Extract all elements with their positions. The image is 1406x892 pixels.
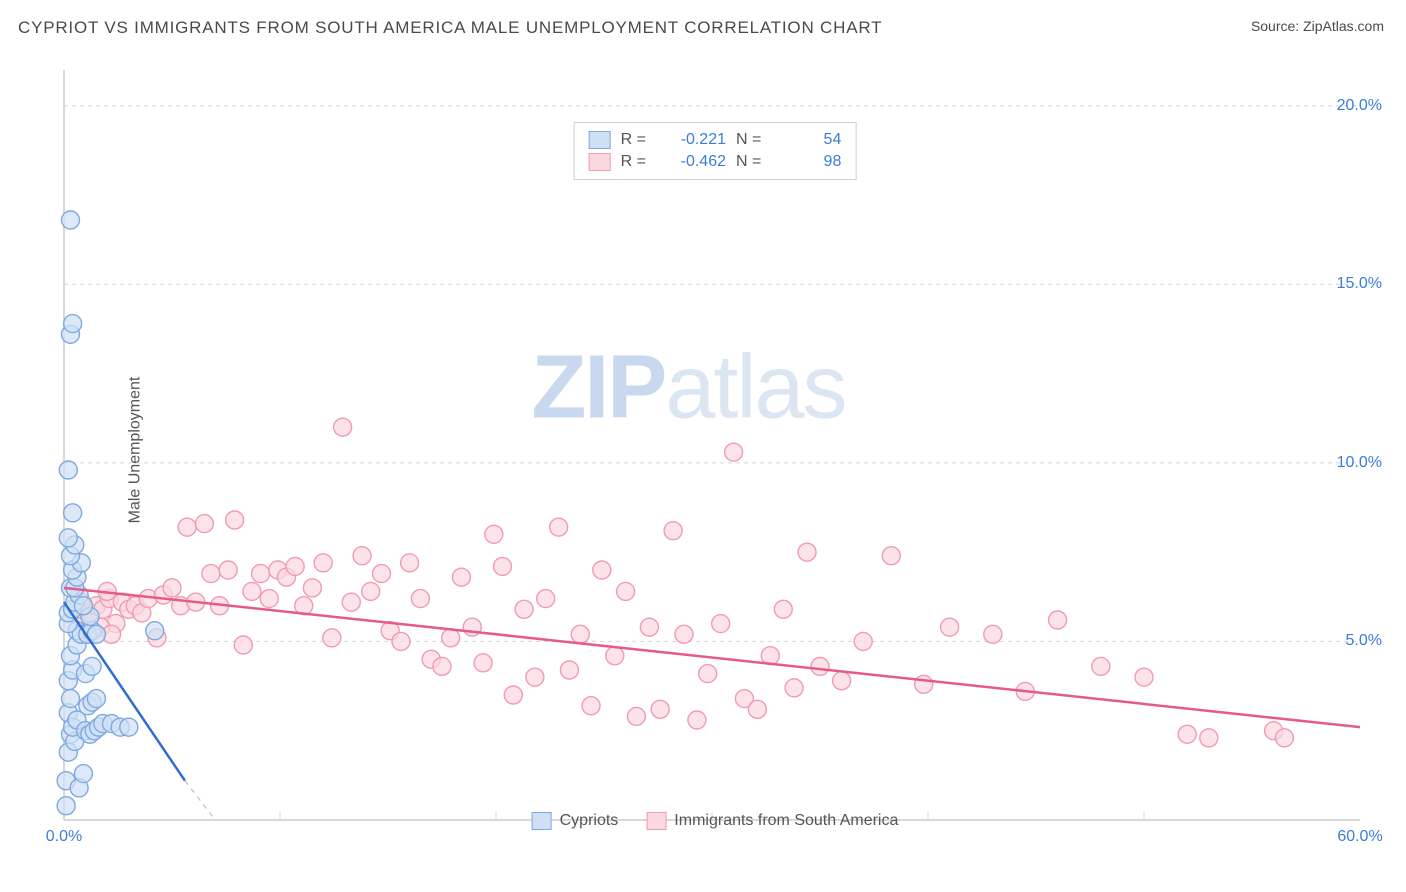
legend-swatch-immigrants [646,812,666,830]
r-label-1: R = [621,131,646,149]
legend-item-immigrants: Immigrants from South America [646,812,898,830]
plot-area: Male Unemployment ZIPatlas R = -0.221 N … [50,60,1380,840]
r-value-2: -0.462 [656,153,726,171]
y-tick-label: 10.0% [1337,454,1382,472]
x-tick-left: 0.0% [46,828,82,846]
legend-swatch-2 [589,153,611,171]
n-label-2: N = [736,153,761,171]
legend-swatch-1 [589,131,611,149]
legend-stats-row-1: R = -0.221 N = 54 [589,129,842,151]
n-value-1: 54 [771,131,841,149]
y-tick-label: 15.0% [1337,275,1382,293]
n-label-1: N = [736,131,761,149]
watermark: ZIPatlas [531,336,845,439]
legend-stats-row-2: R = -0.462 N = 98 [589,151,842,173]
y-tick-label: 20.0% [1337,97,1382,115]
legend-stats: R = -0.221 N = 54 R = -0.462 N = 98 [574,122,857,180]
legend-swatch-cypriots [532,812,552,830]
r-value-1: -0.221 [656,131,726,149]
x-tick-right: 60.0% [1337,828,1382,846]
n-value-2: 98 [771,153,841,171]
watermark-zip: ZIP [531,337,665,437]
source-link[interactable]: ZipAtlas.com [1303,18,1384,34]
legend-item-cypriots: Cypriots [532,812,619,830]
y-tick-label: 5.0% [1346,632,1382,650]
legend-label-cypriots: Cypriots [560,812,619,830]
chart-source: Source: ZipAtlas.com [1251,18,1384,34]
legend-label-immigrants: Immigrants from South America [674,812,898,830]
watermark-atlas: atlas [665,337,845,437]
legend-series: Cypriots Immigrants from South America [532,812,899,830]
source-label: Source: [1251,18,1303,34]
r-label-2: R = [621,153,646,171]
chart-title: CYPRIOT VS IMMIGRANTS FROM SOUTH AMERICA… [18,18,882,38]
